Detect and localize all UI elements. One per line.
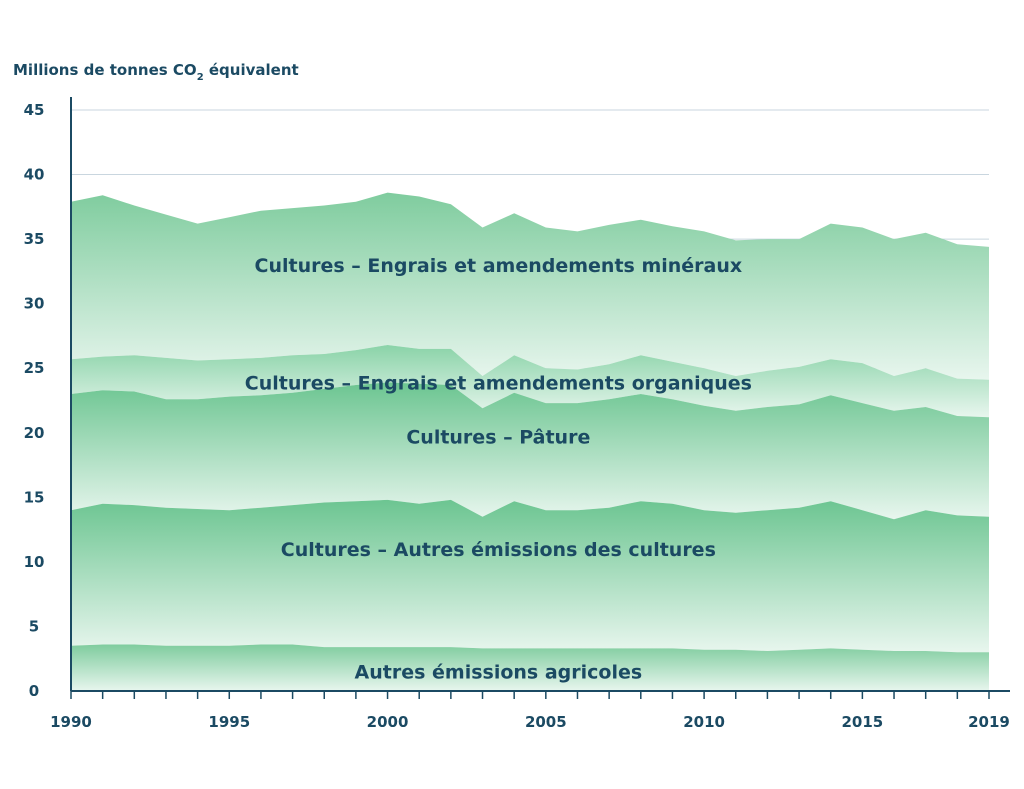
y-tick-label-0: 0: [29, 682, 39, 700]
axes: 0 5 10 15 20 25 30 35 40 45 1990 1995 2000 2005 2010 20…: [24, 97, 1010, 731]
series-label-3: Cultures – Autres émissions des cultures: [281, 539, 716, 561]
y-tick-label-40: 40: [24, 166, 45, 184]
area-series-4: [71, 192, 989, 380]
y-tick-label-30: 30: [24, 295, 45, 313]
area-series-1: [71, 499, 989, 653]
area-series-2: [71, 382, 989, 520]
series-label-4: Autres émissions agricoles: [355, 662, 643, 684]
y-tick-label-10: 10: [24, 553, 45, 571]
series-label-2: Cultures – Pâture: [406, 427, 590, 449]
area-series-0: [71, 644, 989, 691]
y-tick-label-25: 25: [24, 359, 45, 377]
x-tick-label-1995: 1995: [208, 713, 250, 731]
y-tick-label-20: 20: [24, 424, 45, 442]
y-tick-label-35: 35: [24, 230, 45, 248]
x-tick-label-2015: 2015: [842, 713, 884, 731]
x-tick-label-2005: 2005: [525, 713, 567, 731]
y-tick-label-45: 45: [24, 101, 45, 119]
x-tick-label-2010: 2010: [683, 713, 725, 731]
series-label-1: Cultures – Engrais et amendements organi…: [245, 372, 752, 394]
y-tick-label-15: 15: [24, 488, 45, 506]
x-tick-label-2019: 2019: [968, 713, 1010, 731]
y-axis-title: Millions de tonnes CO2 équivalent: [13, 61, 299, 83]
x-tick-label-2000: 2000: [367, 713, 409, 731]
x-tick-label-1990: 1990: [50, 713, 92, 731]
series-label-0: Cultures – Engrais et amendements minéra…: [255, 255, 743, 277]
area-series: [71, 192, 989, 691]
area-series-3: [71, 345, 989, 418]
series-labels: Cultures – Engrais et amendements minéra…: [245, 255, 752, 684]
y-tick-label-5: 5: [29, 617, 39, 635]
